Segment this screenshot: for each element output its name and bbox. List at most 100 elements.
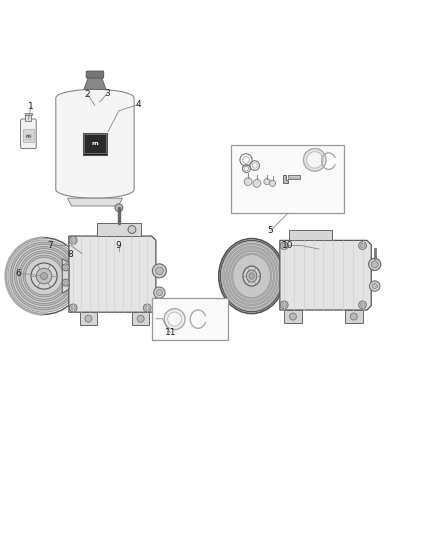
Circle shape bbox=[64, 281, 67, 284]
Circle shape bbox=[71, 305, 75, 310]
Circle shape bbox=[370, 281, 380, 292]
Polygon shape bbox=[84, 77, 106, 90]
Circle shape bbox=[350, 313, 357, 320]
Circle shape bbox=[8, 240, 80, 312]
Polygon shape bbox=[97, 223, 141, 236]
Text: m: m bbox=[92, 141, 98, 146]
Circle shape bbox=[62, 279, 69, 286]
Text: 3: 3 bbox=[104, 89, 110, 98]
Ellipse shape bbox=[221, 241, 282, 311]
Bar bbox=[284, 310, 302, 323]
Circle shape bbox=[359, 241, 367, 249]
Ellipse shape bbox=[220, 240, 283, 312]
Circle shape bbox=[360, 303, 365, 307]
Circle shape bbox=[307, 151, 323, 168]
Circle shape bbox=[14, 246, 74, 305]
Circle shape bbox=[12, 244, 76, 308]
Text: 8: 8 bbox=[67, 250, 73, 259]
Polygon shape bbox=[71, 268, 85, 285]
Circle shape bbox=[164, 309, 185, 329]
Circle shape bbox=[154, 287, 165, 298]
Circle shape bbox=[152, 264, 166, 278]
Circle shape bbox=[360, 244, 365, 248]
Polygon shape bbox=[67, 198, 122, 206]
Ellipse shape bbox=[223, 243, 281, 309]
Text: 10: 10 bbox=[282, 241, 293, 250]
Circle shape bbox=[10, 242, 78, 310]
Circle shape bbox=[264, 179, 270, 184]
Circle shape bbox=[168, 312, 182, 326]
Circle shape bbox=[280, 301, 288, 309]
Bar bbox=[23, 128, 34, 142]
Circle shape bbox=[369, 258, 381, 270]
Circle shape bbox=[36, 268, 52, 284]
FancyBboxPatch shape bbox=[86, 71, 104, 78]
Circle shape bbox=[282, 244, 286, 248]
Circle shape bbox=[31, 263, 57, 289]
Circle shape bbox=[69, 237, 77, 244]
Circle shape bbox=[269, 180, 276, 187]
Circle shape bbox=[17, 249, 71, 303]
Bar bbox=[25, 113, 32, 116]
Polygon shape bbox=[62, 259, 69, 294]
Bar bbox=[84, 134, 106, 154]
Circle shape bbox=[41, 272, 47, 279]
Circle shape bbox=[304, 149, 326, 171]
Circle shape bbox=[71, 238, 75, 243]
Circle shape bbox=[155, 267, 163, 275]
Text: 11: 11 bbox=[165, 328, 176, 337]
Text: 7: 7 bbox=[48, 241, 53, 250]
Polygon shape bbox=[288, 175, 300, 180]
Circle shape bbox=[145, 305, 149, 310]
Circle shape bbox=[359, 301, 367, 309]
Text: 1: 1 bbox=[28, 102, 34, 111]
Bar bbox=[345, 310, 363, 323]
Ellipse shape bbox=[230, 252, 273, 301]
Circle shape bbox=[128, 225, 136, 233]
Text: 2: 2 bbox=[85, 90, 90, 99]
Text: 6: 6 bbox=[15, 269, 21, 278]
Circle shape bbox=[137, 315, 144, 322]
Circle shape bbox=[371, 261, 378, 268]
Polygon shape bbox=[56, 90, 134, 198]
Circle shape bbox=[23, 255, 65, 297]
Circle shape bbox=[64, 265, 67, 269]
Text: 9: 9 bbox=[115, 241, 121, 250]
Ellipse shape bbox=[226, 246, 278, 306]
Circle shape bbox=[156, 289, 162, 296]
Circle shape bbox=[244, 177, 252, 185]
Bar bbox=[80, 312, 97, 325]
Ellipse shape bbox=[233, 255, 270, 297]
Circle shape bbox=[69, 304, 77, 312]
FancyBboxPatch shape bbox=[21, 119, 36, 149]
Circle shape bbox=[253, 180, 261, 187]
Circle shape bbox=[290, 313, 297, 320]
Circle shape bbox=[62, 264, 69, 271]
Circle shape bbox=[115, 204, 123, 212]
Ellipse shape bbox=[224, 245, 279, 308]
Ellipse shape bbox=[229, 249, 275, 302]
Bar bbox=[83, 133, 107, 155]
Polygon shape bbox=[69, 236, 156, 312]
Bar bbox=[25, 116, 32, 120]
Ellipse shape bbox=[227, 248, 276, 304]
Polygon shape bbox=[280, 240, 371, 310]
Text: m: m bbox=[26, 134, 31, 139]
Circle shape bbox=[85, 315, 92, 322]
Circle shape bbox=[372, 284, 377, 289]
Bar bbox=[289, 230, 332, 240]
Text: 4: 4 bbox=[136, 100, 141, 109]
Circle shape bbox=[282, 303, 286, 307]
Text: 5: 5 bbox=[268, 227, 273, 235]
Circle shape bbox=[143, 304, 151, 312]
Circle shape bbox=[21, 253, 67, 299]
Ellipse shape bbox=[247, 270, 257, 282]
Circle shape bbox=[19, 251, 69, 301]
Circle shape bbox=[6, 238, 82, 314]
Bar bbox=[231, 144, 344, 213]
Circle shape bbox=[280, 241, 288, 249]
Polygon shape bbox=[283, 175, 288, 182]
Circle shape bbox=[25, 257, 63, 295]
Bar bbox=[132, 312, 149, 325]
Ellipse shape bbox=[249, 273, 254, 279]
